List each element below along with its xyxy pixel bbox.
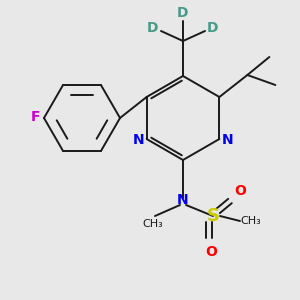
Text: D: D [207, 21, 219, 35]
Text: N: N [222, 133, 233, 147]
Text: D: D [147, 21, 159, 35]
Text: F: F [30, 110, 40, 124]
Text: N: N [177, 193, 189, 207]
Text: CH₃: CH₃ [142, 219, 164, 229]
Text: D: D [177, 6, 189, 20]
Text: CH₃: CH₃ [241, 216, 261, 226]
Text: N: N [133, 133, 144, 147]
Text: O: O [234, 184, 246, 198]
Text: S: S [206, 207, 220, 225]
Text: O: O [205, 245, 217, 259]
